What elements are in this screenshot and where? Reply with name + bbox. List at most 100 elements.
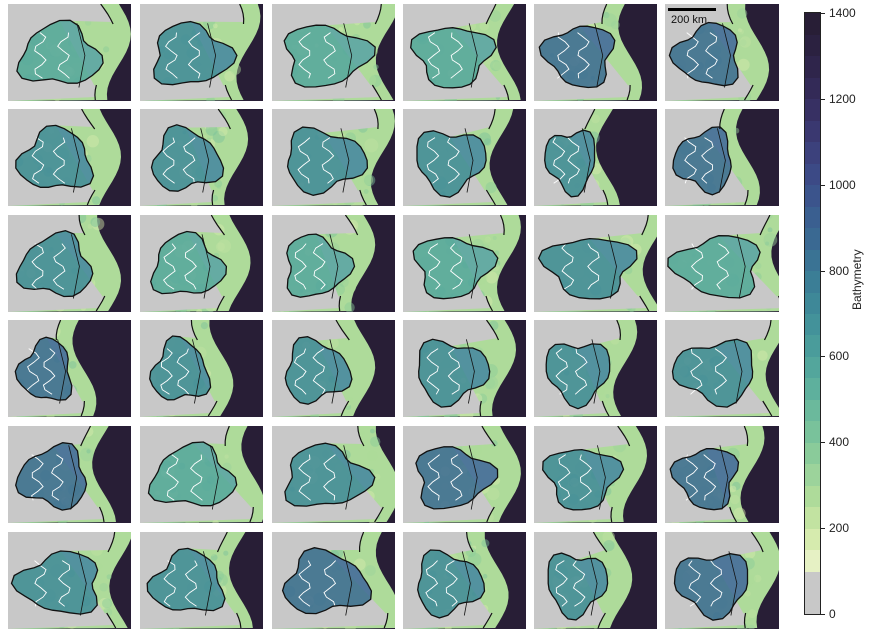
texture-spot [91, 217, 105, 231]
texture-spot [485, 384, 491, 390]
basin-outline [410, 27, 497, 89]
texture-spot [591, 114, 600, 124]
texture-spot [733, 127, 740, 134]
land-mask [534, 426, 629, 523]
colorbar-segment [805, 549, 820, 572]
colorbar-segment [805, 120, 820, 143]
contour-line [684, 137, 697, 184]
contour-line [163, 560, 176, 607]
coastline [743, 612, 747, 629]
texture-spot [485, 271, 498, 284]
sub-basin-divide [71, 234, 80, 299]
map-svg [8, 532, 131, 629]
contour-line [51, 454, 64, 501]
colorbar-tick-label: 1400 [829, 6, 856, 20]
coastline [78, 215, 86, 236]
coastline [371, 84, 382, 101]
coastline [641, 215, 649, 236]
map-panel [534, 109, 657, 206]
texture-spot [90, 217, 101, 228]
map-svg [8, 4, 131, 101]
coastline [359, 532, 365, 552]
basin-outline [673, 553, 749, 621]
texture-spot [373, 64, 379, 70]
texture-spot [97, 563, 103, 569]
land-mask [140, 4, 244, 101]
texture-spot [490, 60, 502, 72]
contour-line [690, 348, 703, 395]
basin-outline [547, 552, 609, 621]
map-panel [140, 109, 263, 206]
map-svg [403, 109, 526, 206]
contour-line [31, 243, 44, 290]
texture-spot [370, 428, 375, 434]
texture-spot [363, 174, 376, 186]
sub-basin-divide [207, 23, 217, 88]
contour-line [557, 454, 571, 501]
coastline [488, 109, 496, 130]
colorbar-segment [805, 420, 820, 443]
colorbar-segment [805, 334, 820, 357]
coastline [80, 426, 92, 447]
colorbar-segment [805, 356, 820, 379]
contour-line [427, 243, 441, 290]
texture-spot [369, 74, 382, 88]
contour-line [31, 454, 44, 501]
map-panel [140, 215, 263, 312]
colorbar-segment [805, 141, 820, 164]
map-svg [272, 4, 395, 101]
texture-spot [492, 61, 502, 71]
contour-line [312, 348, 326, 395]
basin-interior [15, 125, 94, 188]
land-mask [403, 215, 505, 312]
coastline [762, 400, 773, 417]
basin-outline [281, 547, 373, 615]
colorbar-tick-label: 1200 [829, 91, 856, 106]
texture-spot [99, 582, 108, 592]
land-mask [403, 4, 509, 101]
colorbar-segment [805, 249, 820, 272]
contour-line [557, 32, 570, 79]
contour-line [294, 243, 307, 290]
coastline [503, 84, 510, 101]
texture-spot [733, 507, 746, 520]
texture-spot [218, 126, 228, 137]
texture-spot [342, 279, 357, 294]
land-mask [272, 109, 379, 206]
texture-spot [363, 189, 369, 194]
contour-line [552, 137, 566, 184]
coastline [466, 532, 474, 553]
map-panel [665, 109, 779, 206]
coastline [616, 320, 622, 341]
map-svg [534, 532, 657, 629]
map-panel [8, 426, 131, 523]
colorbar-segment [805, 77, 820, 100]
texture-spot [338, 27, 344, 32]
map-svg [665, 109, 779, 206]
colorbar-tick-label: 600 [829, 349, 850, 364]
map-panel [8, 215, 131, 312]
coastline [239, 4, 245, 25]
texture-spot [222, 445, 231, 454]
contour-line [450, 32, 464, 79]
map-svg [8, 109, 131, 206]
land-mask [272, 215, 357, 312]
texture-spot [602, 532, 615, 544]
contour-line [321, 137, 335, 184]
colorbar-segment [805, 528, 820, 551]
land-mask [8, 109, 95, 206]
map-grid [8, 4, 779, 629]
texture-spot [79, 447, 94, 462]
texture-spot [102, 598, 112, 609]
contour-line [293, 348, 307, 395]
sub-basin-divide [329, 234, 339, 299]
basin-outline [150, 230, 228, 295]
coastline [359, 189, 367, 206]
map-panel [272, 426, 395, 523]
coastline [592, 532, 608, 553]
basin-interior [542, 449, 624, 510]
texture-spot [739, 39, 747, 46]
contour-line [298, 454, 311, 501]
sub-basin-divide [581, 128, 591, 193]
coastline [98, 506, 105, 523]
